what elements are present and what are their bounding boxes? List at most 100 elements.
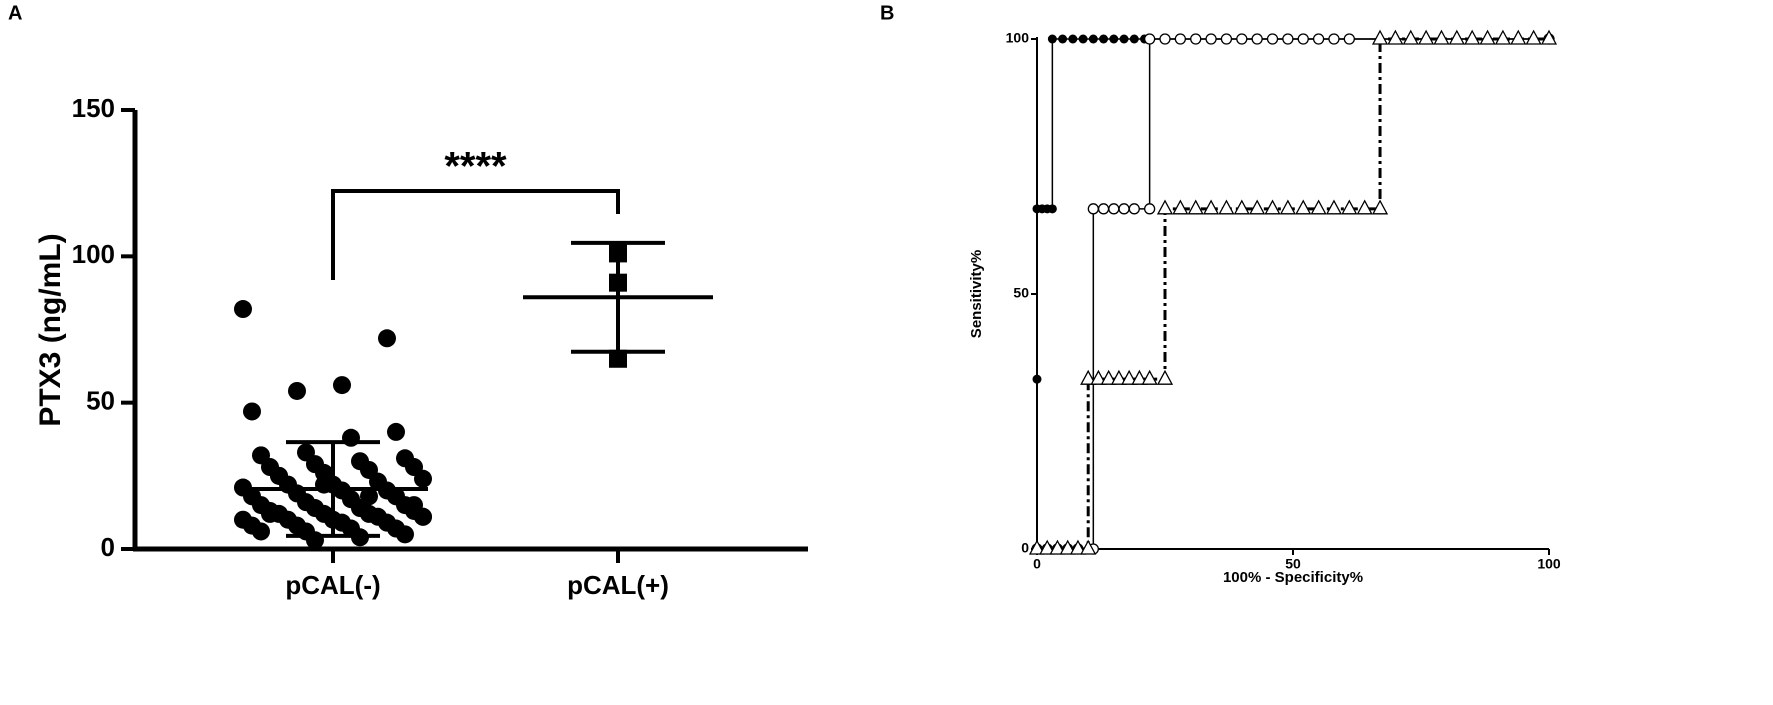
y-tick-label: 100 [1006,30,1030,46]
roc-point [1448,29,1465,45]
roc-point [1341,199,1358,215]
y-tick-label: 50 [86,386,115,416]
panel-label: A [8,2,22,24]
roc-point [1172,199,1189,215]
data-point [414,507,432,526]
roc-point [1174,33,1187,45]
x-tick-label: 50 [1285,556,1301,572]
roc-curve [1037,37,1549,551]
roc-point [1233,199,1250,215]
roc-point [1028,539,1046,555]
x-axis-label: 100% - Specificity% [1223,569,1363,586]
roc-point [1540,29,1558,45]
roc-point [1059,539,1076,555]
roc-point [1143,33,1156,45]
data-point [378,329,396,348]
roc-point [1371,29,1389,45]
roc-point [1080,539,1097,555]
data-point [288,381,306,400]
roc-point [1119,34,1129,44]
roc-point [1100,369,1117,385]
roc-point [1312,33,1325,45]
roc-point [1343,33,1355,45]
roc-point [1058,34,1068,44]
data-point [261,504,279,523]
roc-point [1494,29,1512,45]
roc-point [1069,539,1087,555]
roc-curve [1037,38,1549,550]
roc-point [1264,199,1281,215]
data-point [396,525,414,544]
roc-point [1266,33,1279,45]
data-point [333,376,351,395]
roc-point [1402,29,1419,45]
y-tick-label: 0 [1021,540,1029,556]
data-point [243,402,261,421]
roc-point [1129,34,1139,44]
roc-point [1325,199,1343,215]
roc-point [1371,199,1389,215]
data-point [387,422,405,441]
roc-point [1080,369,1097,385]
roc-point [1118,203,1130,215]
roc-point [1433,29,1450,45]
data-point [234,300,252,319]
roc-point [1143,203,1156,215]
y-axis-label: PTX3 (ng/mL) [34,233,67,426]
y-axis-label: Sensitivity% [968,250,985,338]
roc-point [1047,34,1057,44]
roc-point [1039,539,1056,555]
roc-point [1032,374,1042,384]
roc-point [1068,34,1078,44]
roc-point [1356,199,1373,215]
roc-point [1251,33,1263,45]
roc-point [1131,369,1148,385]
y-tick-label: 150 [72,93,115,123]
roc-point [1295,199,1312,215]
roc-point [1097,203,1110,215]
data-point [609,349,627,368]
roc-point [1387,29,1404,45]
y-tick-label: 0 [101,532,115,562]
x-tick-label: 100 [1537,556,1561,572]
roc-point [1205,33,1217,45]
roc-point [1218,199,1235,215]
roc-point [1418,29,1435,45]
roc-point [1088,34,1098,44]
roc-point [1141,369,1158,385]
roc-point [1087,203,1099,215]
y-tick-label: 100 [72,239,115,269]
roc-point [1109,34,1119,44]
roc-point [1249,199,1266,215]
data-point [270,466,288,485]
roc-point [1220,33,1233,45]
roc-point [1236,33,1248,45]
roc-point [1279,199,1296,215]
roc-point [1047,204,1057,214]
roc-point [1110,369,1128,385]
roc-point [1049,539,1066,555]
roc-point [1090,369,1107,385]
x-tick-label: pCAL(+) [567,570,669,600]
roc-point [1202,199,1220,215]
data-point [252,522,270,541]
roc-point [1510,29,1527,45]
roc-point [1156,199,1174,215]
roc-point [1108,203,1120,215]
roc-point [1159,33,1171,45]
roc-point [1525,29,1542,45]
data-point [414,469,432,488]
roc-point [1187,199,1204,215]
significance-bracket [331,189,620,280]
roc-point [1479,29,1496,45]
panel-label: B [880,2,894,24]
roc-point [1078,34,1088,44]
roc-point [1156,369,1174,385]
x-tick-label: pCAL(-) [285,570,380,600]
roc-point [1297,33,1309,45]
x-tick-label: 0 [1033,556,1041,572]
roc-point [1121,369,1138,385]
data-point [360,487,378,506]
roc-curve [1036,38,1549,549]
